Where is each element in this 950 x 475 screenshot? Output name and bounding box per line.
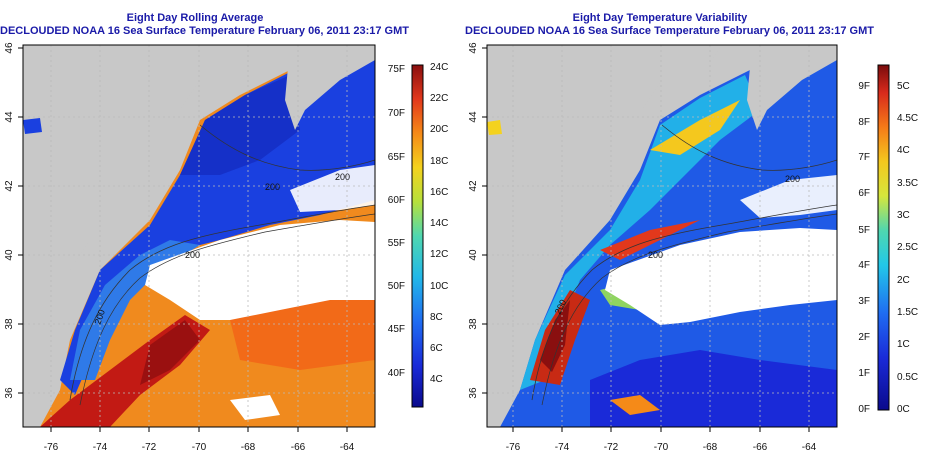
left-contour-label: 200 — [185, 250, 200, 260]
right-map-title: Eight Day Temperature Variability — [572, 12, 748, 24]
right-colorbar-c-label: 3C — [897, 210, 910, 221]
left-contour-label: 200 — [265, 182, 280, 192]
left-lat-tick: 44 — [4, 111, 15, 123]
right-lon-tick: -74 — [555, 442, 570, 453]
left-colorbar-c-label: 8C — [430, 312, 443, 323]
left-lon-tick: -76 — [44, 442, 59, 453]
left-colorbar-c-label: 16C — [430, 187, 448, 198]
left-contour-label: 200 — [92, 308, 107, 326]
right-colorbar-c-label: 0.5C — [897, 372, 918, 383]
right-colorbar-c-label: 2C — [897, 275, 910, 286]
left-colorbar-c-label: 24C — [430, 62, 448, 73]
left-sst-map — [23, 45, 375, 427]
right-lon-tick: -68 — [703, 442, 718, 453]
right-colorbar-c-label: 0C — [897, 404, 910, 415]
right-colorbar-c-label: 1.5C — [897, 307, 918, 318]
right-colorbar-f-label: 3F — [858, 296, 870, 307]
left-lon-tick: -74 — [93, 442, 108, 453]
right-lat-tick: 36 — [468, 387, 479, 399]
right-lat-tick: 42 — [468, 180, 479, 192]
left-lat-tick: 40 — [4, 249, 15, 261]
right-colorbar-f-label: 9F — [858, 81, 870, 92]
left-colorbar-c-label: 14C — [430, 218, 448, 229]
left-colorbar-f-label: 45F — [388, 324, 405, 335]
right-lat-tick: 38 — [468, 318, 479, 330]
left-colorbar-f-label: 65F — [388, 152, 405, 163]
left-colorbar-f-label: 75F — [388, 64, 405, 75]
left-map-subtitle: DECLOUDED NOAA 16 Sea Surface Temperatur… — [0, 25, 409, 37]
right-colorbar-c-label: 3.5C — [897, 178, 918, 189]
left-colorbar-c-label: 10C — [430, 281, 448, 292]
left-colorbar-f-label: 60F — [388, 195, 405, 206]
left-lat-tick: 38 — [4, 318, 15, 330]
right-lon-tick: -66 — [753, 442, 768, 453]
left-colorbar-c-label: 18C — [430, 156, 448, 167]
left-lon-tick: -72 — [142, 442, 157, 453]
left-colorbar — [411, 64, 424, 408]
left-lat-tick: 36 — [4, 387, 15, 399]
right-map-subtitle: DECLOUDED NOAA 16 Sea Surface Temperatur… — [465, 25, 874, 37]
left-map-title: Eight Day Rolling Average — [126, 12, 264, 24]
right-colorbar-f-label: 2F — [858, 332, 870, 343]
right-lon-tick: -70 — [654, 442, 669, 453]
left-colorbar-c-label: 12C — [430, 249, 448, 260]
left-colorbar-f-label: 70F — [388, 108, 405, 119]
right-colorbar-f-label: 6F — [858, 188, 870, 199]
left-colorbar-f-label: 40F — [388, 368, 405, 379]
right-lat-tick: 44 — [468, 111, 479, 123]
right-colorbar-f-label: 5F — [858, 225, 870, 236]
right-colorbar-f-label: 4F — [858, 260, 870, 271]
right-lat-tick: 40 — [468, 249, 479, 261]
left-contour-label: 200 — [335, 172, 350, 182]
left-lon-tick: -70 — [192, 442, 207, 453]
left-lon-tick: -66 — [291, 442, 306, 453]
right-colorbar-f-label: 0F — [858, 404, 870, 415]
right-colorbar-c-label: 4C — [897, 145, 910, 156]
left-colorbar-c-label: 20C — [430, 124, 448, 135]
left-colorbar-c-label: 22C — [430, 93, 448, 104]
left-lon-tick: -64 — [340, 442, 355, 453]
right-lon-tick: -76 — [506, 442, 521, 453]
right-colorbar — [877, 64, 890, 411]
left-colorbar-c-label: 6C — [430, 343, 443, 354]
left-colorbar-f-label: 55F — [388, 238, 405, 249]
right-colorbar-c-label: 2.5C — [897, 242, 918, 253]
right-lat-tick: 46 — [468, 42, 479, 54]
right-contour-label: 200 — [648, 250, 663, 260]
right-variability-map — [487, 45, 837, 427]
right-colorbar-c-label: 1C — [897, 339, 910, 350]
right-colorbar-f-label: 8F — [858, 117, 870, 128]
left-lat-tick: 46 — [4, 42, 15, 54]
left-colorbar-c-label: 4C — [430, 374, 443, 385]
right-colorbar-f-label: 7F — [858, 152, 870, 163]
right-colorbar-c-label: 4.5C — [897, 113, 918, 124]
left-lon-tick: -68 — [241, 442, 256, 453]
right-lon-tick: -72 — [604, 442, 619, 453]
left-lat-tick: 42 — [4, 180, 15, 192]
left-colorbar-f-label: 50F — [388, 281, 405, 292]
right-map-frame — [486, 44, 838, 428]
right-colorbar-c-label: 5C — [897, 81, 910, 92]
right-contour-label: 200 — [785, 174, 800, 184]
right-colorbar-f-label: 1F — [858, 368, 870, 379]
right-lon-tick: -64 — [802, 442, 817, 453]
